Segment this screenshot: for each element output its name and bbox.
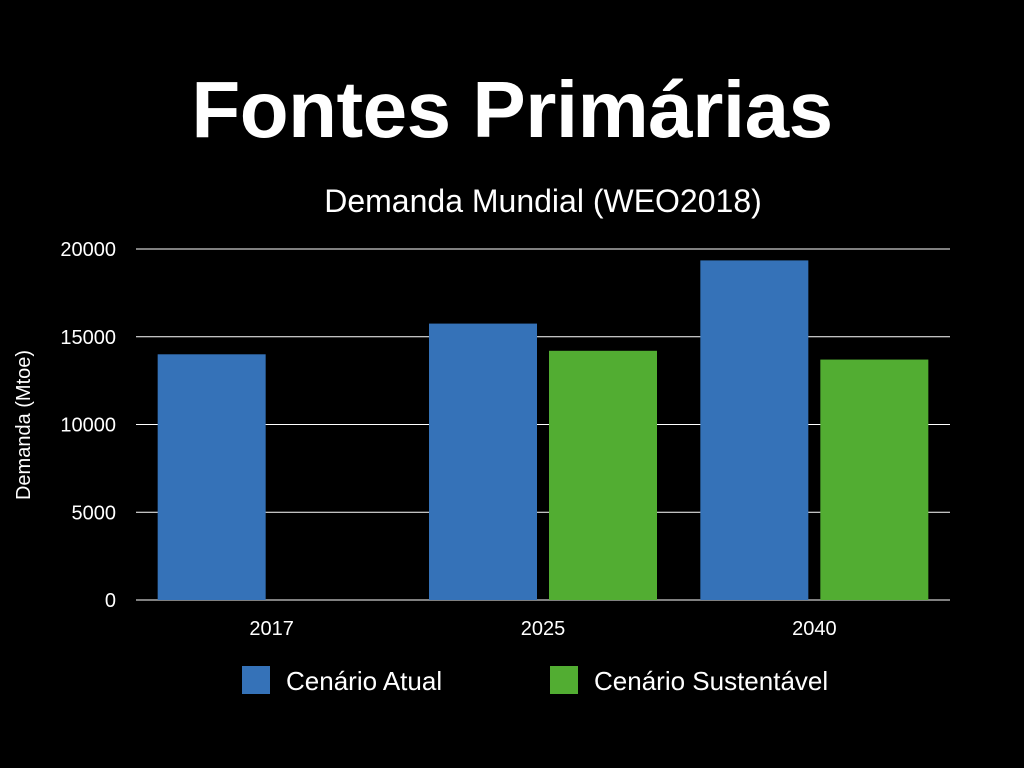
bars xyxy=(157,260,929,600)
y-tick-labels: 0 5000 10000 15000 20000 xyxy=(60,239,116,612)
legend-swatch xyxy=(550,666,578,694)
bar-2040-series-0 xyxy=(700,260,809,600)
x-tick-label: 2025 xyxy=(521,618,566,640)
legend: Cenário Atual Cenário Sustentável xyxy=(242,666,828,696)
slide-title: Fontes Primárias xyxy=(191,65,833,154)
y-tick-label: 10000 xyxy=(60,415,116,437)
grid-lines xyxy=(136,248,950,601)
bar-2017-series-0 xyxy=(157,354,266,600)
legend-swatch xyxy=(242,666,270,694)
legend-label: Cenário Sustentável xyxy=(594,666,828,696)
x-tick-label: 2040 xyxy=(792,618,837,640)
bar-2040-series-1 xyxy=(820,359,929,600)
y-tick-label: 5000 xyxy=(72,502,117,524)
x-tick-labels: 2017 2025 2040 xyxy=(249,618,836,640)
bar-2025-series-0 xyxy=(429,323,537,600)
y-tick-label: 0 xyxy=(105,590,116,612)
chart-title: Demanda Mundial (WEO2018) xyxy=(324,183,762,219)
y-tick-label: 15000 xyxy=(60,327,116,349)
legend-label: Cenário Atual xyxy=(286,666,442,696)
bar-2025-series-1 xyxy=(549,350,657,600)
y-axis-label: Demanda (Mtoe) xyxy=(13,350,35,500)
y-tick-label: 20000 xyxy=(60,239,116,261)
x-tick-label: 2017 xyxy=(249,618,294,640)
